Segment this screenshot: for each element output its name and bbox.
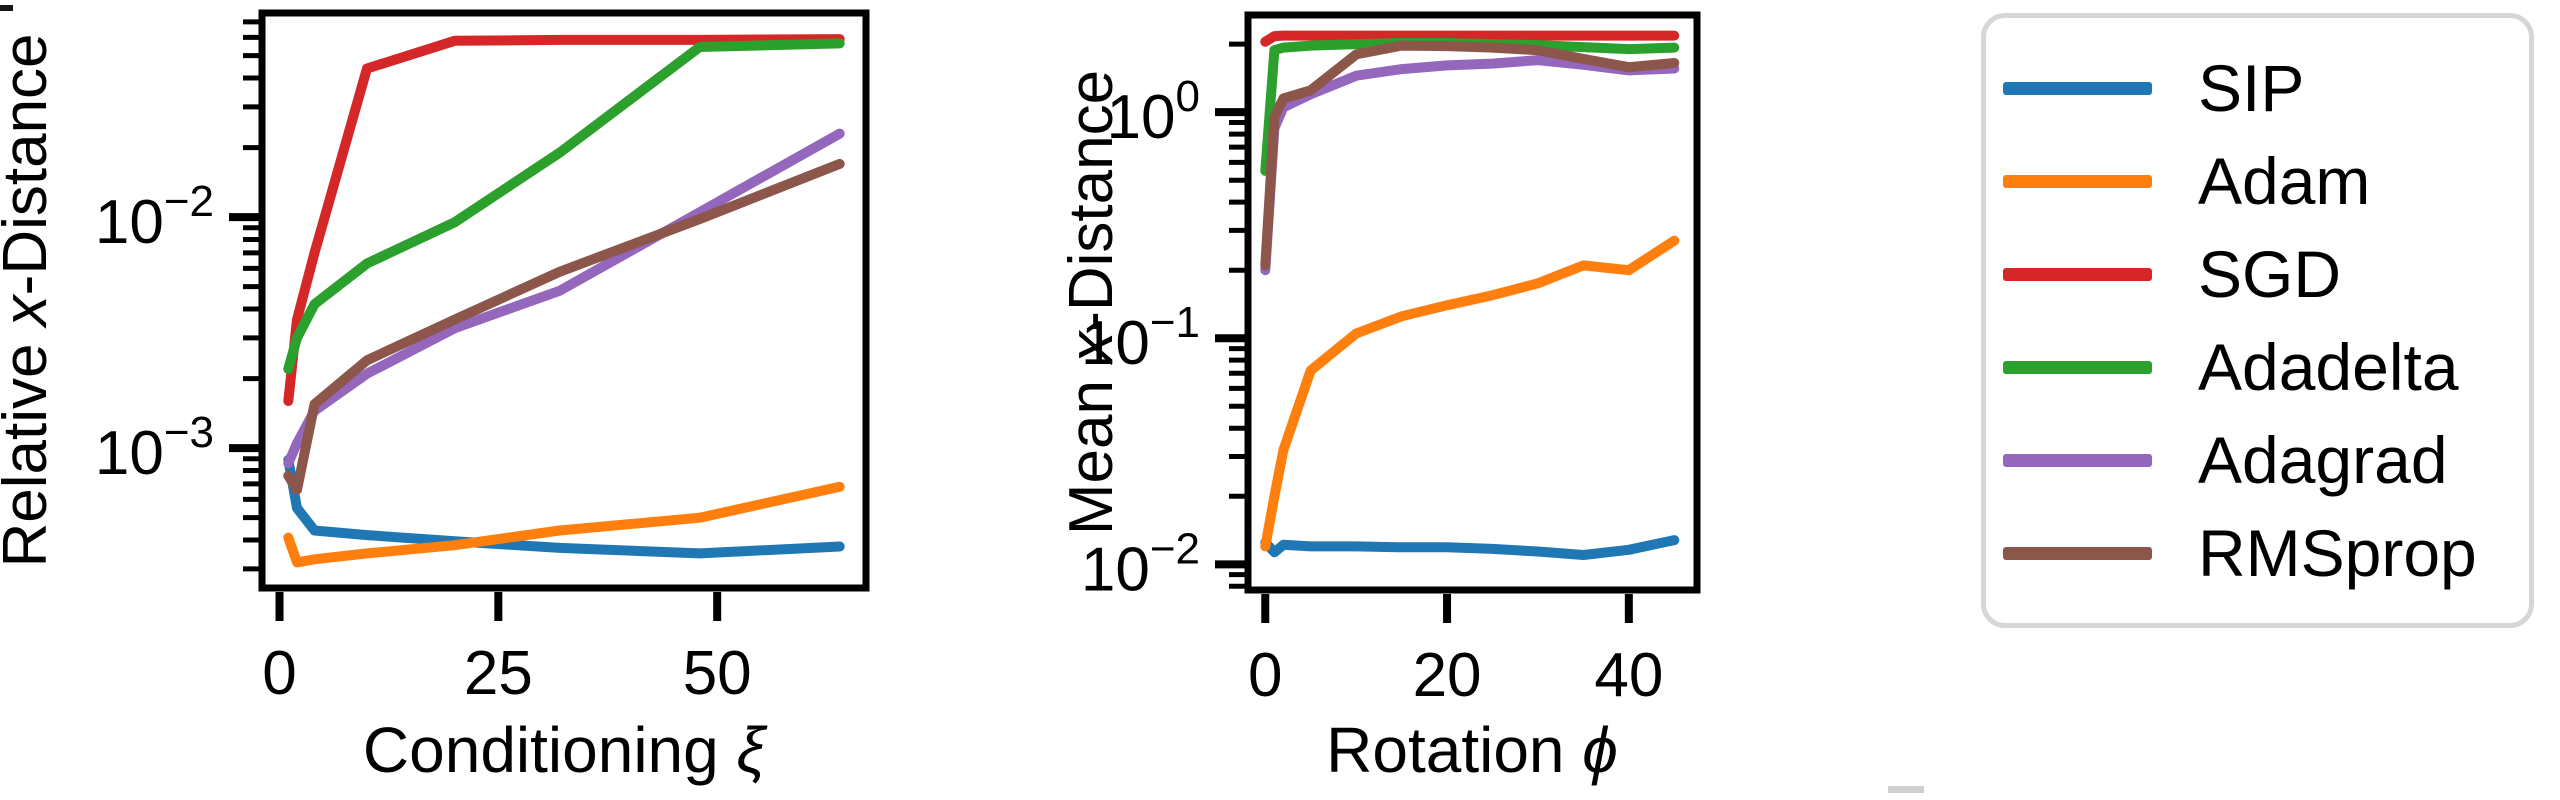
series-line-sgd (283, 34, 845, 406)
y-axis-label-group: Relative x-Distance (0, 33, 60, 567)
legend-item-sgd: SGD (2003, 241, 2519, 307)
y-tick-base: 10 (1081, 309, 1150, 378)
y-minor-ticks (243, 19, 260, 572)
x-axis: 0 20 40 (1248, 594, 1663, 710)
legend-label: Adam (2198, 144, 2371, 218)
legend: SIP Adam SGD Adadelta Adagrad RMSprop (1981, 13, 2534, 628)
y-axis: 10−210−3 (95, 177, 259, 488)
legend-item-sip: SIP (2003, 55, 2519, 121)
legend-swatch-adagrad (2003, 453, 2152, 467)
y-axis-label-text: Relative (0, 326, 60, 567)
legend-swatch-rmsprop (2003, 546, 2152, 560)
x-axis-label: Conditioning ξ (363, 714, 768, 786)
legend-item-adam: Adam (2003, 148, 2519, 214)
series-line-sgd (1260, 30, 1680, 47)
y-tick-label: 10−2 (95, 177, 214, 257)
y-tick-exponent: 0 (1176, 72, 1200, 121)
y-axis-label-symbol: x (1057, 330, 1126, 366)
y-tick-label: 10−2 (1081, 524, 1200, 604)
x-axis-label-text: Rotation (1326, 714, 1582, 786)
y-tick-base: 10 (95, 188, 164, 257)
x-axis-label: Rotation ϕ (1326, 714, 1618, 786)
legend-item-rmsprop: RMSprop (2003, 520, 2519, 586)
x-tick-label: 40 (1594, 641, 1663, 710)
series-line-adam (1260, 235, 1680, 552)
legend-item-adagrad: Adagrad (2003, 427, 2519, 493)
legend-label: SGD (2198, 237, 2342, 311)
legend-swatch-adam (2003, 174, 2152, 188)
series-line-sip (283, 454, 845, 559)
y-axis-label-group: Mean x-Distance (1057, 70, 1126, 535)
y-tick-exponent: −1 (1150, 298, 1200, 347)
legend-label: RMSprop (2198, 516, 2477, 590)
axes-spines (258, 9, 870, 592)
y-tick-base: 10 (1081, 535, 1150, 604)
series-line-adagrad (1260, 55, 1680, 276)
legend-swatch-sgd (2003, 267, 2152, 281)
axes-spines (1244, 11, 1701, 594)
y-tick-exponent: −3 (164, 408, 214, 457)
y-axis-label-suffix: -Distance (1057, 70, 1126, 332)
x-tick-label: 25 (464, 639, 533, 708)
y-tick-label: 100 (1107, 72, 1200, 152)
series-line-sip (1260, 535, 1680, 560)
y-axis-label-symbol: x (0, 293, 60, 329)
series-line-adam (283, 481, 845, 568)
y-minor-ticks (1229, 41, 1246, 589)
y-tick-exponent: −2 (164, 177, 214, 226)
series-line-adadelta (283, 38, 845, 374)
x-axis: 0 25 50 (262, 592, 752, 708)
x-tick-label: 20 (1413, 641, 1482, 710)
y-tick-exponent: −2 (1150, 524, 1200, 573)
series-line-adagrad (283, 128, 845, 469)
x-tick-label: 50 (683, 639, 752, 708)
plot-lines (283, 34, 845, 568)
x-axis-label-text: Conditioning (363, 714, 737, 786)
y-axis-label-text: Mean (1057, 363, 1126, 535)
y-tick-base: 10 (1107, 83, 1176, 152)
y-axis-label: Relative x-Distance (0, 33, 60, 567)
legend-label: Adagrad (2198, 423, 2448, 497)
y-tick-base: 10 (95, 419, 164, 488)
y-tick-label: 10−3 (95, 408, 214, 488)
legend-label: SIP (2198, 51, 2305, 125)
plot-lines (1260, 30, 1680, 560)
x-tick-label: 0 (262, 639, 296, 708)
y-axis-label: Mean x-Distance (1057, 70, 1126, 535)
x-tick-label: 0 (1248, 641, 1282, 710)
legend-swatch-adadelta (2003, 360, 2152, 374)
x-axis-label-symbol: ϕ (1582, 714, 1618, 786)
legend-item-adadelta: Adadelta (2003, 334, 2519, 400)
legend-label: Adadelta (2198, 330, 2459, 404)
x-axis-label-symbol: ξ (737, 714, 768, 786)
y-axis-label-suffix: -Distance (0, 33, 60, 295)
crop-artifact-topleft (0, 5, 13, 11)
legend-swatch-sip (2003, 81, 2152, 95)
series-line-rmsprop (283, 158, 845, 495)
y-tick-label: 10−1 (1081, 298, 1200, 378)
crop-artifact-bottomright (1888, 786, 1924, 793)
series-line-rmsprop (1260, 40, 1680, 271)
